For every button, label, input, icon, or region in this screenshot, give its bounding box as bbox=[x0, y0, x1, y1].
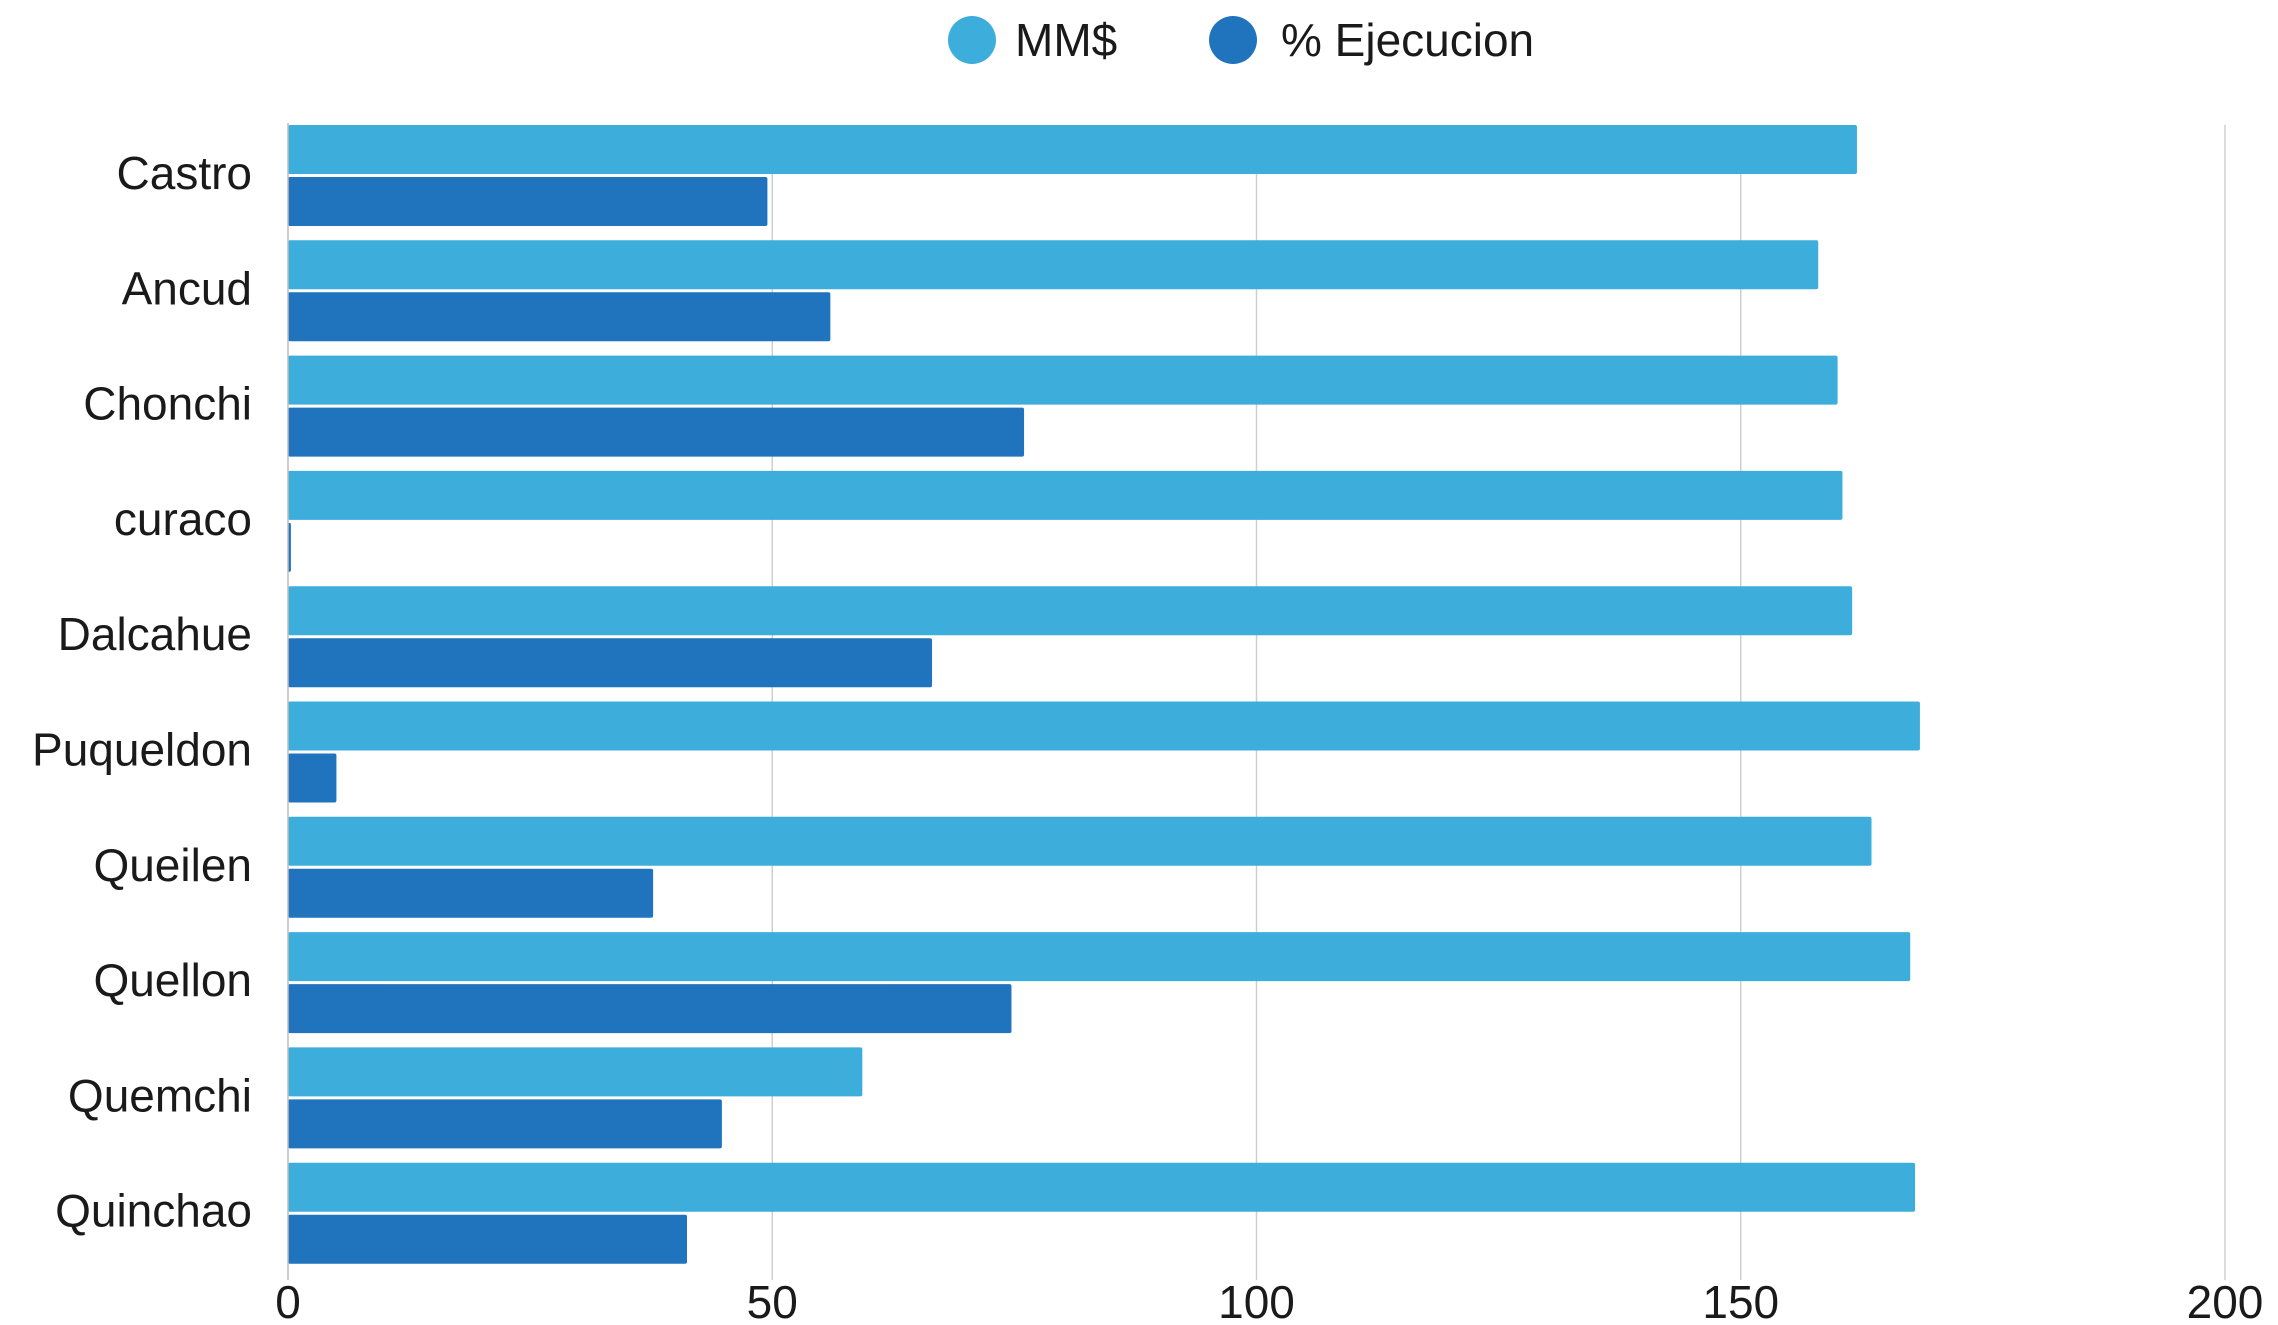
bar-mm bbox=[288, 586, 1853, 636]
bar-mm bbox=[288, 1162, 1916, 1212]
legend-label: MM$ bbox=[1015, 14, 1117, 66]
bars bbox=[288, 125, 1920, 1264]
category-label: Castro bbox=[117, 147, 252, 199]
category-label: Puqueldon bbox=[32, 724, 252, 776]
category-label: Quellon bbox=[93, 954, 252, 1006]
bar-mm bbox=[288, 125, 1857, 174]
category-label: Queilen bbox=[93, 839, 252, 891]
bar-ejecucion bbox=[288, 984, 1012, 1034]
legend: MM$ % Ejecucion bbox=[948, 14, 1534, 66]
category-label: Quemchi bbox=[68, 1069, 252, 1121]
bar-mm bbox=[288, 816, 1872, 866]
category-label: Dalcahue bbox=[58, 608, 252, 660]
bar-ejecucion bbox=[288, 1099, 722, 1149]
bar-mm bbox=[288, 240, 1819, 290]
x-tick-label: 100 bbox=[1218, 1276, 1295, 1325]
bar-ejecucion bbox=[288, 753, 337, 803]
category-labels: Castro Ancud Chonchi curaco Dalcahue Puqueldo… bbox=[32, 147, 252, 1237]
x-tick-label: 200 bbox=[2187, 1276, 2264, 1325]
bar-ejecucion bbox=[288, 638, 933, 688]
legend-marker bbox=[948, 16, 996, 64]
bar-ejecucion bbox=[288, 177, 768, 226]
category-label: Chonchi bbox=[83, 378, 252, 430]
bar-ejecucion bbox=[288, 292, 831, 342]
bar-mm bbox=[288, 1047, 863, 1097]
bar-mm bbox=[288, 701, 1920, 751]
bar-ejecucion bbox=[288, 407, 1025, 457]
bar-mm bbox=[288, 470, 1843, 520]
x-axis: 0 50 100 150 200 bbox=[275, 123, 2263, 1325]
legend-label: % Ejecucion bbox=[1281, 14, 1534, 66]
x-tick-label: 50 bbox=[747, 1276, 798, 1325]
bar-mm bbox=[288, 355, 1838, 405]
bar-mm bbox=[288, 932, 1911, 982]
legend-marker bbox=[1209, 16, 1257, 64]
category-label: Ancud bbox=[122, 262, 252, 314]
bar-ejecucion bbox=[288, 868, 654, 918]
category-label: Quinchao bbox=[55, 1185, 252, 1237]
bar-ejecucion bbox=[288, 1214, 688, 1264]
category-label: curaco bbox=[114, 493, 252, 545]
x-tick-label: 0 bbox=[275, 1276, 301, 1325]
x-tick-label: 150 bbox=[1702, 1276, 1779, 1325]
